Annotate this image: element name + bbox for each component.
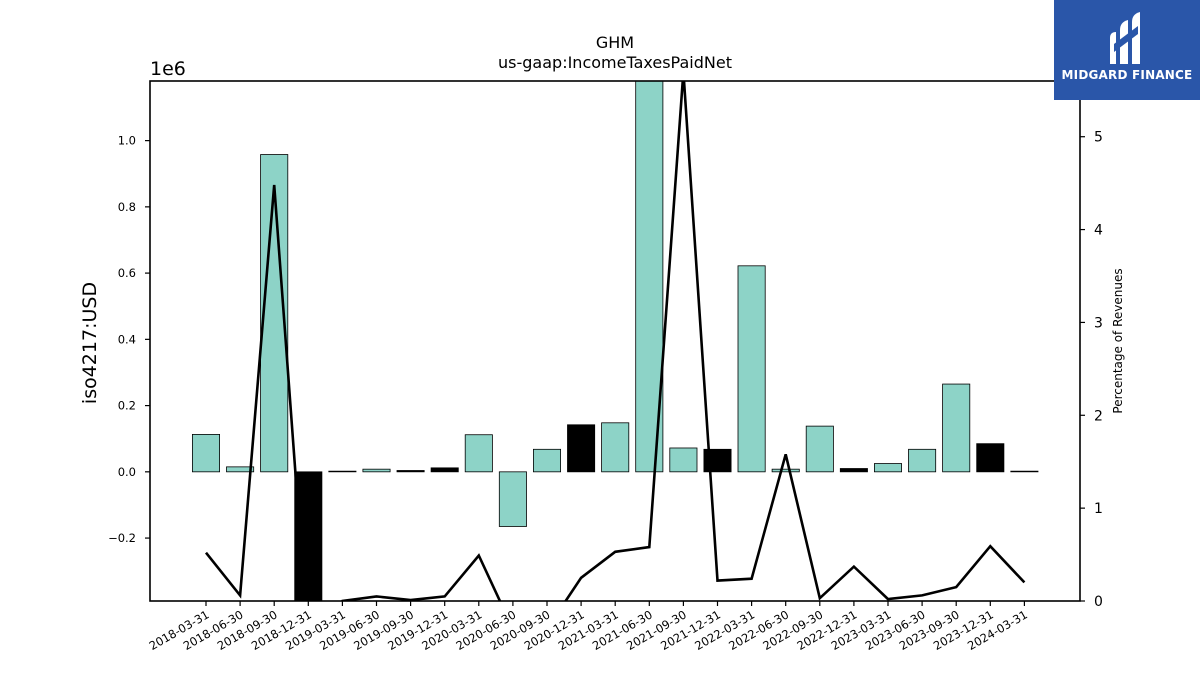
plot-frame — [149, 80, 1081, 602]
y-offset-label: 1e6 — [150, 58, 186, 80]
bar — [464, 434, 493, 473]
bar — [908, 448, 937, 473]
bar — [191, 434, 220, 473]
bar — [362, 468, 391, 473]
chart-title: GHM — [596, 33, 634, 52]
bar — [498, 471, 527, 527]
bar — [430, 467, 459, 473]
y-tick-label: 0.6 — [118, 266, 136, 280]
bar — [533, 448, 562, 473]
bar — [567, 424, 596, 473]
y-tick-label: −0.2 — [108, 531, 136, 545]
bar — [226, 466, 255, 473]
y-tick-label: 0.0 — [118, 465, 136, 479]
bar — [737, 265, 766, 473]
y-tick-label: 0.8 — [118, 200, 136, 214]
line-layer — [204, 81, 1026, 601]
bar — [669, 447, 698, 473]
y-tick-label: 0.4 — [118, 332, 136, 346]
y2-tick-label: 4 — [1094, 223, 1103, 239]
bar — [805, 425, 834, 473]
bar — [1010, 470, 1039, 473]
bar — [942, 383, 971, 473]
bar — [771, 468, 800, 473]
y2-tick-label: 5 — [1094, 130, 1103, 146]
bar — [874, 463, 903, 473]
axes-layer: −0.20.00.20.40.60.81.00123452018-03-3120… — [108, 80, 1103, 653]
y-tick-label: 1.0 — [118, 134, 136, 148]
bar — [396, 470, 425, 473]
y2-tick-label: 0 — [1094, 594, 1103, 610]
chart-subtitle: us-gaap:IncomeTaxesPaidNet — [498, 53, 732, 72]
bar — [328, 470, 357, 473]
y-axis-label: iso4217:USD — [79, 282, 101, 404]
logo-mark-icon — [1110, 12, 1140, 64]
line-series — [204, 81, 1026, 601]
bars-layer — [191, 81, 1039, 601]
logo-text: MIDGARD FINANCE — [1061, 68, 1193, 82]
y2-tick-label: 1 — [1094, 501, 1103, 517]
y2-axis-label: Percentage of Revenues — [1111, 268, 1125, 413]
bar — [839, 468, 868, 473]
bar — [294, 471, 323, 601]
y2-tick-label: 2 — [1094, 408, 1103, 424]
bar — [976, 443, 1005, 473]
brand-logo: MIDGARD FINANCE — [1054, 0, 1200, 100]
y2-tick-label: 3 — [1094, 315, 1103, 331]
bar — [601, 422, 630, 473]
y-tick-label: 0.2 — [118, 399, 136, 413]
